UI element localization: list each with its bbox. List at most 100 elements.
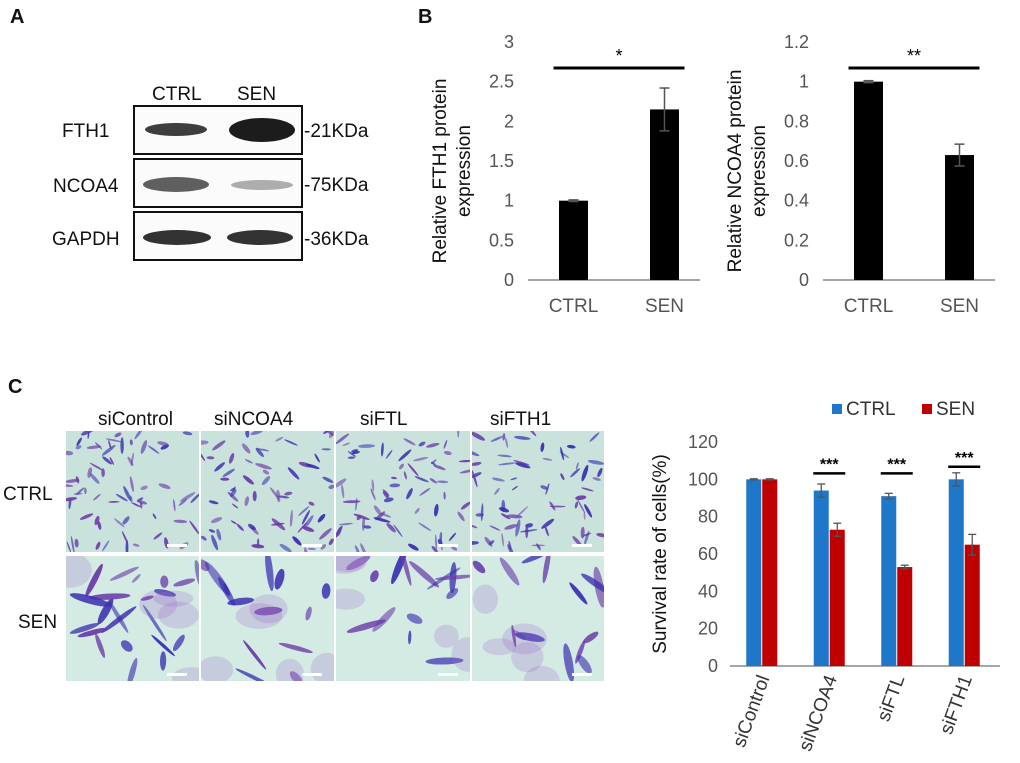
- ncoa4-ytick: 1: [799, 72, 809, 92]
- ncoa4-ytick: 0: [799, 270, 809, 290]
- survival-ytick: 60: [698, 544, 718, 564]
- survival-legend: CTRL SEN: [832, 399, 975, 420]
- ncoa4-significance-mark: **: [907, 46, 921, 66]
- survival-bar-sicontrol-ctrl: [746, 479, 762, 666]
- protein-label-fth1: FTH1: [62, 121, 110, 142]
- blot-strip-fth1: [133, 105, 303, 155]
- survival-significance-mark-sincoa4: ***: [820, 456, 839, 473]
- survival-error-bar-sincoa4-sen: [833, 522, 842, 537]
- micrograph-sen-sincoa4: [201, 556, 334, 681]
- panel-label-a: A: [10, 6, 25, 28]
- ncoa4-ytick: 0.6: [784, 151, 809, 171]
- fth1-significance-mark: *: [615, 46, 622, 66]
- fth1-error-bar-sen: [659, 87, 670, 132]
- survival-xtick-siftl: siFTL: [873, 673, 909, 725]
- fth1-ytick: 1: [504, 191, 514, 211]
- fth1-ytick: 1.5: [489, 151, 514, 171]
- survival-error-bar-sicontrol-sen: [765, 478, 774, 481]
- fth1-xtick-sen: SEN: [645, 296, 684, 317]
- micrograph-ctrl-sicontrol: [66, 431, 199, 552]
- survival-significance-mark-siftl: ***: [887, 456, 906, 473]
- ncoa4-y-axis-label: Relative NCOA4 protein expression: [725, 70, 770, 273]
- survival-y-axis-label: Survival rate of cells(%): [650, 454, 671, 654]
- micrograph-sen-sifth1: [472, 556, 604, 681]
- legend-swatch-sen: [922, 404, 932, 414]
- fth1-ytick: 0.5: [489, 230, 514, 250]
- lane-label-sen: SEN: [237, 84, 277, 105]
- survival-error-bar-sifth1-ctrl: [952, 472, 961, 487]
- band-gapdh-sen: [227, 230, 293, 245]
- row-label-ctrl: CTRL: [3, 484, 53, 505]
- ncoa4-ytick: 1.2: [784, 32, 809, 52]
- size-label-ncoa4: -75KDa: [304, 175, 369, 196]
- scale-bar: [572, 544, 592, 547]
- ncoa4-error-bar-ctrl: [863, 79, 874, 84]
- micrograph-ctrl-siftl: [336, 431, 470, 552]
- fth1-xtick-ctrl: CTRL: [549, 296, 599, 317]
- ncoa4-ytick: 0.2: [784, 230, 809, 250]
- column-label-sicontrol: siControl: [98, 409, 173, 430]
- survival-error-bar-sicontrol-ctrl: [749, 478, 758, 481]
- survival-bar-sicontrol-sen: [762, 479, 778, 666]
- fth1-ytick: 3: [504, 32, 514, 52]
- micrograph-sen-siftl: [336, 556, 470, 681]
- survival-ytick: 100: [688, 469, 718, 489]
- scale-bar: [167, 544, 187, 547]
- survival-error-bar-siftl-sen: [900, 564, 909, 570]
- scale-bar: [438, 544, 458, 547]
- survival-ytick: 20: [698, 619, 718, 639]
- survival-xtick-sifth1: siFTH1: [936, 673, 977, 738]
- scale-bar: [302, 544, 322, 547]
- scale-bar: [167, 673, 187, 676]
- survival-error-bar-sincoa4-ctrl: [817, 483, 826, 498]
- ncoa4-bar-chart: 0 0.2 0.4 0.6 0.8 1 1.2 CTRL SEN ** Relative NCOA4…: [725, 32, 995, 317]
- scale-bar: [572, 673, 592, 676]
- band-fth1-sen: [229, 118, 295, 142]
- band-ncoa4-ctrl: [143, 177, 209, 192]
- blot-strip-gapdh: [133, 211, 303, 261]
- band-gapdh-ctrl: [143, 230, 211, 245]
- fth1-bar-chart: 0 0.5 1 1.5 2 2.5 3 CTRL SEN * Relative FTH1 prote…: [430, 32, 700, 317]
- survival-bar-sincoa4-sen: [829, 529, 845, 666]
- legend-label-ctrl: CTRL: [846, 399, 896, 420]
- survival-bar-chart: CTRL SEN 0 20 40 60 80 100 120 Survival rate of c…: [650, 399, 1000, 754]
- micrograph-ctrl-sifth1: [472, 431, 604, 552]
- legend-label-sen: SEN: [936, 399, 975, 420]
- fth1-error-bar-ctrl: [568, 199, 579, 203]
- ncoa4-ytick: 0.4: [784, 191, 809, 211]
- scale-bar: [438, 673, 458, 676]
- size-label-gapdh: -36KDa: [304, 229, 369, 250]
- column-label-siftl: siFTL: [360, 409, 408, 430]
- survival-error-bar-siftl-ctrl: [884, 492, 893, 500]
- ncoa4-xtick-ctrl: CTRL: [844, 296, 894, 317]
- ncoa4-xtick-sen: SEN: [940, 296, 979, 317]
- fth1-bar-ctrl: [559, 200, 588, 280]
- survival-ytick: 40: [698, 581, 718, 601]
- band-fth1-ctrl: [145, 123, 207, 136]
- fth1-bar-sen: [650, 109, 679, 280]
- ncoa4-error-bar-sen: [954, 143, 965, 167]
- protein-label-gapdh: GAPDH: [52, 229, 120, 250]
- fth1-y-axis-label: Relative FTH1 protein expression: [430, 79, 475, 264]
- survival-ytick: 0: [708, 656, 718, 676]
- blot-strip-ncoa4: [133, 158, 303, 208]
- survival-bar-sincoa4-ctrl: [813, 490, 829, 666]
- survival-error-bar-sifth1-sen: [968, 533, 977, 556]
- band-ncoa4-sen: [231, 180, 293, 190]
- fth1-ytick: 2.5: [489, 72, 514, 92]
- survival-bar-siftl-ctrl: [881, 496, 897, 666]
- row-label-sen: SEN: [18, 612, 58, 633]
- protein-label-ncoa4: NCOA4: [53, 176, 119, 197]
- ncoa4-bar-sen: [945, 155, 974, 280]
- survival-significance-mark-sifth1: ***: [955, 450, 974, 467]
- survival-bar-sifth1-ctrl: [948, 479, 964, 666]
- legend-swatch-ctrl: [832, 404, 842, 414]
- scale-bar: [302, 673, 322, 676]
- column-label-sincoa4: siNCOA4: [214, 409, 294, 430]
- fth1-ytick: 2: [504, 111, 514, 131]
- micrograph-sen-sicontrol: [66, 556, 199, 681]
- ncoa4-bar-ctrl: [854, 81, 883, 280]
- panel-label-c: C: [8, 376, 23, 398]
- ncoa4-ytick: 0.8: [784, 111, 809, 131]
- micrograph-ctrl-sincoa4: [201, 431, 334, 552]
